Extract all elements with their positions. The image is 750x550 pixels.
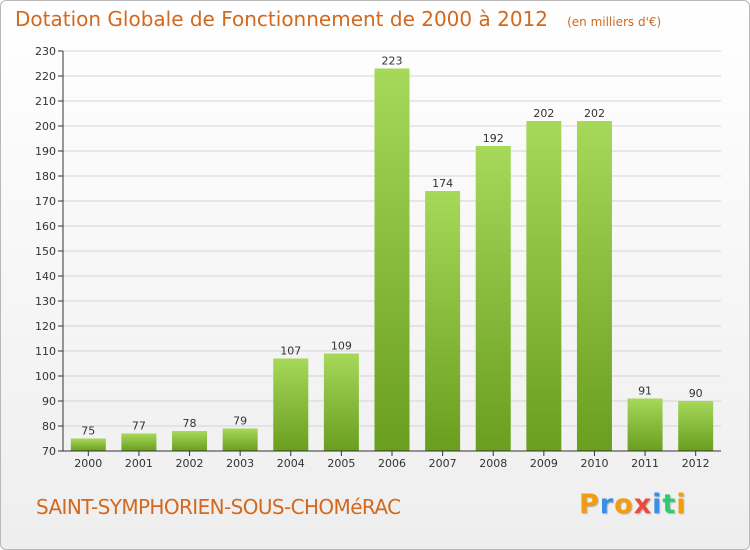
x-tick-label-2000: 2000 [74,457,102,470]
title-row: Dotation Globale de Fonctionnement de 20… [15,7,661,31]
data-label-2002: 78 [183,417,197,430]
bar-2009 [526,121,562,451]
bar-2003 [222,428,258,451]
proxiti-logo[interactable]: Proxiti [579,489,687,520]
logo-letter: x [633,489,653,520]
chart-title: Dotation Globale de Fonctionnement de 20… [15,7,548,31]
unit-note: (en milliers d'€) [567,15,662,29]
logo-letter: r [599,489,615,520]
logo-letter: o [614,489,634,520]
data-label-2009: 202 [533,107,554,120]
y-tick-label: 170 [35,195,56,208]
y-tick-label: 150 [35,245,56,258]
x-tick-label-2010: 2010 [580,457,608,470]
bar-2002 [172,431,208,451]
logo-letter: i [652,489,663,520]
x-tick-label-2011: 2011 [631,457,659,470]
x-tick-label-2012: 2012 [682,457,710,470]
axes: 7080901001101201301401501601701801902002… [35,45,721,470]
y-tick-label: 200 [35,120,56,133]
x-tick-label-2002: 2002 [176,457,204,470]
x-tick-label-2007: 2007 [429,457,457,470]
data-label-2011: 91 [638,385,652,398]
x-tick-label-2008: 2008 [479,457,507,470]
y-tick-label: 120 [35,320,56,333]
data-label-2012: 90 [689,387,703,400]
logo-letter: t [662,489,677,520]
bar-2012 [678,401,714,451]
commune-name: SAINT-SYMPHORIEN-SOUS-CHOMéRAC [36,495,401,519]
y-tick-label: 90 [42,395,56,408]
data-label-2004: 107 [280,345,301,358]
logo-letter: P [579,489,600,520]
x-tick-label-2006: 2006 [378,457,406,470]
data-label-2000: 75 [81,425,95,438]
y-tick-label: 220 [35,70,56,83]
bar-2004 [273,358,309,451]
y-tick-label: 210 [35,95,56,108]
bar-chart: 75 77 78 79 107 109 223 174 192 202 202 91 90 70 80 90… [35,45,721,470]
data-label-2003: 79 [233,415,247,428]
bar-2006 [374,68,410,451]
data-label-2006: 223 [382,55,403,68]
data-label-2005: 109 [331,340,352,353]
bar-2007 [425,191,461,451]
bars: 75 77 78 79 107 109 223 174 192 202 202 91 90 [70,55,714,451]
y-tick-label: 140 [35,270,56,283]
bar-2001 [121,433,157,451]
bar-2011 [627,398,663,451]
x-tick-label-2003: 2003 [226,457,254,470]
y-tick-label: 130 [35,295,56,308]
y-tick-label: 100 [35,370,56,383]
y-tick-label: 190 [35,145,56,158]
y-tick-label: 80 [42,420,56,433]
bar-2005 [323,353,359,451]
x-tick-label-2001: 2001 [125,457,153,470]
bar-2008 [475,146,511,451]
x-tick-label-2005: 2005 [327,457,355,470]
data-label-2010: 202 [584,107,605,120]
data-label-2001: 77 [132,420,146,433]
data-label-2007: 174 [432,177,453,190]
y-tick-label: 180 [35,170,56,183]
x-tick-label-2009: 2009 [530,457,558,470]
y-tick-label: 110 [35,345,56,358]
bar-2010 [576,121,612,451]
x-tick-label-2004: 2004 [277,457,305,470]
y-tick-label: 230 [35,45,56,58]
y-tick-label: 160 [35,220,56,233]
logo-letter: i [676,489,687,520]
data-label-2008: 192 [483,132,504,145]
bar-2000 [70,438,106,451]
y-tick-label: 70 [42,445,56,458]
